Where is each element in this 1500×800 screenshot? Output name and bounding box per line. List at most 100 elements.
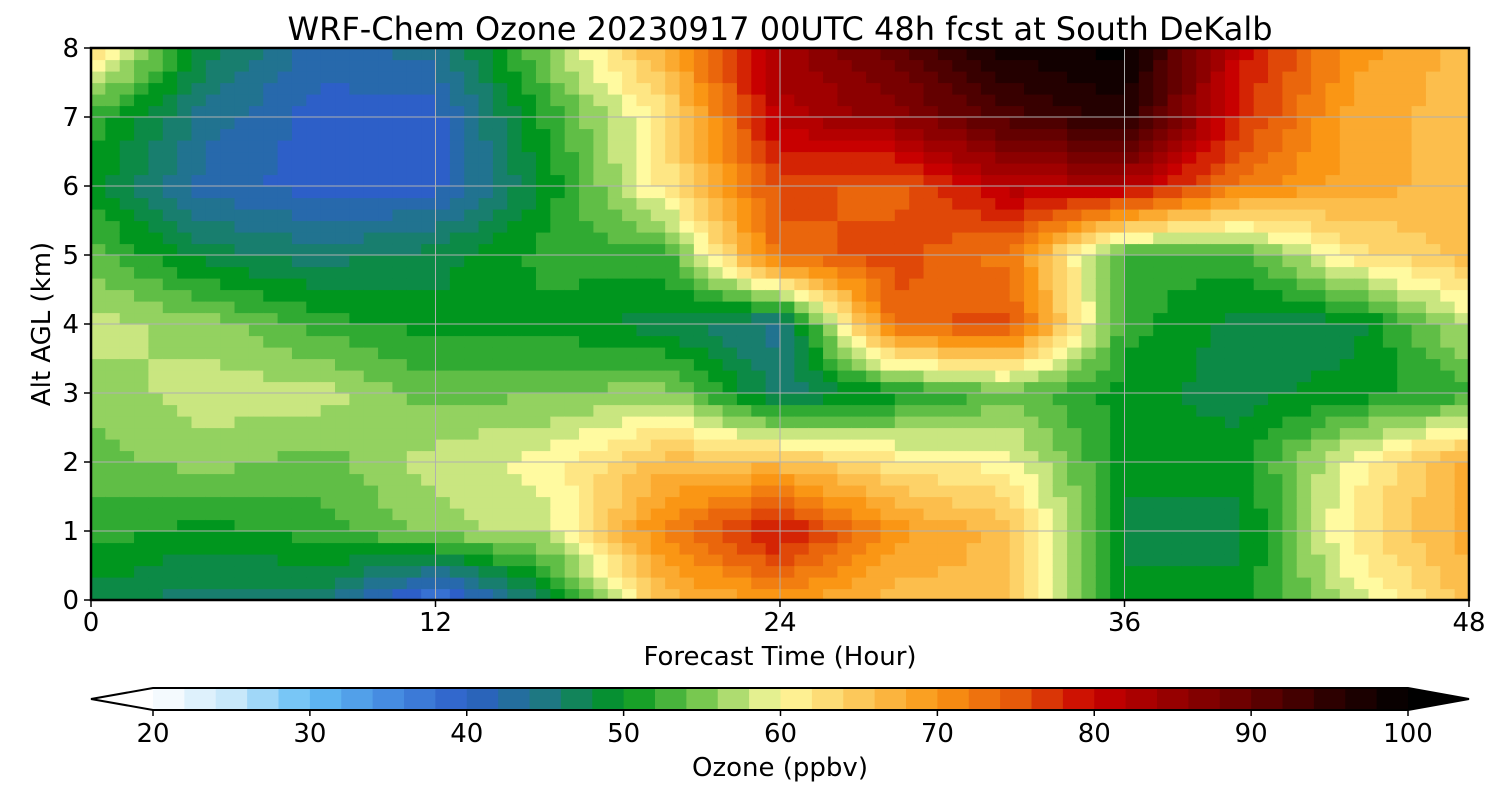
heatmap-cell <box>492 312 508 325</box>
heatmap-cell <box>478 278 494 291</box>
heatmap-cell <box>1368 335 1384 348</box>
heatmap-cell <box>579 381 594 394</box>
heatmap-cell <box>421 462 437 475</box>
heatmap-cell <box>980 128 996 141</box>
heatmap-cell <box>1296 485 1312 498</box>
heatmap-cell <box>234 577 250 590</box>
heatmap-cell <box>966 508 982 521</box>
heatmap-cell <box>995 266 1011 279</box>
heatmap-cell <box>478 450 494 463</box>
heatmap-cell <box>1038 174 1054 187</box>
heatmap-cell <box>1311 117 1327 130</box>
heatmap-cell <box>1368 71 1384 84</box>
heatmap-cell <box>234 128 250 141</box>
heatmap-cell <box>665 531 681 544</box>
heatmap-cell <box>780 358 795 371</box>
heatmap-cell <box>1124 324 1140 337</box>
heatmap-cell <box>880 381 896 394</box>
heatmap-cell <box>478 473 494 486</box>
heatmap-cell <box>363 278 379 291</box>
heatmap-cell <box>378 473 394 486</box>
heatmap-cell <box>693 105 709 118</box>
heatmap-cell <box>780 128 795 141</box>
heatmap-cell <box>1425 462 1441 475</box>
heatmap-cell <box>392 128 408 141</box>
heatmap-cell <box>349 358 365 371</box>
heatmap-cell <box>593 404 609 417</box>
heatmap-cell <box>1224 174 1240 187</box>
heatmap-cell <box>1411 588 1427 600</box>
heatmap-cell <box>1425 324 1441 337</box>
heatmap-cell <box>980 531 996 544</box>
heatmap-cell <box>220 59 236 72</box>
heatmap-cell <box>1282 565 1298 578</box>
heatmap-cell <box>291 71 307 84</box>
heatmap-cell <box>851 94 867 107</box>
heatmap-cell <box>966 209 982 222</box>
heatmap-cell <box>507 485 523 498</box>
heatmap-cell <box>1282 577 1298 590</box>
heatmap-cell <box>1397 496 1413 509</box>
heatmap-cell <box>263 450 279 463</box>
heatmap-cell <box>995 485 1011 498</box>
heatmap-cell <box>535 496 551 509</box>
heatmap-cell <box>335 450 350 463</box>
heatmap-cell <box>894 462 910 475</box>
heatmap-cell <box>335 393 350 406</box>
heatmap-cell <box>1354 255 1370 268</box>
heatmap-cell <box>1282 243 1298 256</box>
heatmap-cell <box>105 301 121 314</box>
heatmap-cell <box>1038 370 1054 383</box>
heatmap-cell <box>320 186 336 199</box>
heatmap-cell <box>794 105 810 118</box>
heatmap-cell <box>622 232 638 245</box>
heatmap-cell <box>191 588 207 600</box>
heatmap-cell <box>248 289 264 302</box>
heatmap-cell <box>564 427 580 440</box>
heatmap-cell <box>765 496 781 509</box>
heatmap-cell <box>593 565 609 578</box>
heatmap-cell <box>1038 588 1054 600</box>
heatmap-cell <box>263 105 279 118</box>
heatmap-cell <box>751 59 767 72</box>
heatmap-cell <box>708 289 724 302</box>
heatmap-cell <box>421 370 437 383</box>
heatmap-cell <box>1397 358 1413 371</box>
heatmap-cell <box>593 416 609 429</box>
heatmap-cell <box>1354 301 1370 314</box>
heatmap-cell <box>263 508 279 521</box>
heatmap-cell <box>550 358 566 371</box>
heatmap-cell <box>1339 220 1355 233</box>
heatmap-cell <box>808 163 824 176</box>
heatmap-cell <box>693 243 709 256</box>
heatmap-cell <box>105 427 121 440</box>
heatmap-cell <box>1454 278 1469 291</box>
heatmap-cell <box>751 370 767 383</box>
heatmap-cell <box>1339 496 1355 509</box>
heatmap-cell <box>378 128 394 141</box>
heatmap-cell <box>1052 508 1068 521</box>
heatmap-cell <box>650 404 666 417</box>
heatmap-cell <box>205 151 221 164</box>
heatmap-cell <box>263 48 279 61</box>
heatmap-cell <box>507 588 523 600</box>
heatmap-cell <box>679 232 695 245</box>
heatmap-cell <box>550 232 566 245</box>
heatmap-cell <box>105 324 121 337</box>
heatmap-cell <box>995 519 1011 532</box>
heatmap-cell <box>177 324 193 337</box>
heatmap-cell <box>650 416 666 429</box>
heatmap-cell <box>808 255 824 268</box>
heatmap-cell <box>535 542 551 555</box>
heatmap-cell <box>521 71 537 84</box>
heatmap-cell <box>105 289 121 302</box>
heatmap-cell <box>1167 301 1183 314</box>
heatmap-cell <box>1253 588 1269 600</box>
heatmap-cell <box>780 370 795 383</box>
heatmap-cell <box>205 542 221 555</box>
heatmap-cell <box>162 496 178 509</box>
heatmap-cell <box>952 266 968 279</box>
heatmap-cell <box>1239 243 1255 256</box>
heatmap-cell <box>837 531 853 544</box>
heatmap-cell <box>263 209 279 222</box>
